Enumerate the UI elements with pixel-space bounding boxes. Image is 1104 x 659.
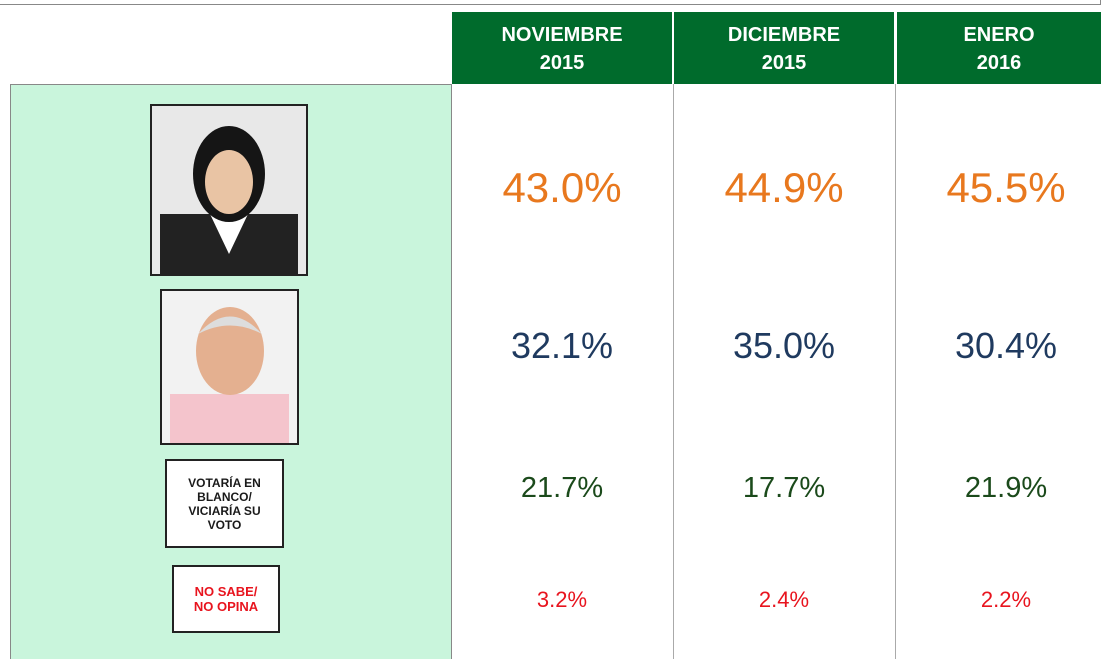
label-line: BLANCO/ — [197, 489, 252, 504]
value: 2.2% — [980, 586, 1032, 612]
label-line: VOTO — [207, 517, 242, 532]
top-border — [0, 0, 1101, 5]
label-line: VICIARÍA SU — [188, 503, 261, 518]
column-header: NOVIEMBRE 2015 — [452, 12, 672, 84]
header-year: 2016 — [976, 52, 1022, 74]
col-line — [451, 84, 452, 659]
label-line: VOTARÍA EN — [188, 475, 261, 490]
value: 45.5% — [946, 163, 1066, 211]
label-line: NO SABE/ — [194, 584, 258, 599]
value: 2.4% — [758, 586, 810, 612]
header-year: 2015 — [539, 52, 585, 74]
value: 43.0% — [502, 163, 622, 211]
candidate-photo — [160, 289, 299, 445]
col-line — [673, 84, 674, 659]
value: 32.1% — [510, 325, 614, 367]
header-year: 2015 — [761, 52, 807, 74]
candidate-photo — [150, 104, 308, 276]
value: 35.0% — [732, 325, 836, 367]
value: 21.7% — [520, 471, 604, 504]
value: 44.9% — [724, 163, 844, 211]
header-month: DICIEMBRE — [727, 24, 841, 46]
row-label: NO SABE/NO OPINA — [172, 565, 280, 633]
header-month: ENERO — [963, 24, 1035, 46]
column-header: DICIEMBRE 2015 — [674, 12, 894, 84]
value: 30.4% — [954, 325, 1058, 367]
column-header: ENERO 2016 — [897, 12, 1101, 84]
label-line: NO OPINA — [193, 599, 259, 614]
value: 17.7% — [742, 471, 826, 504]
header-month: NOVIEMBRE — [501, 24, 623, 46]
value: 3.2% — [536, 586, 588, 612]
header-bg — [452, 12, 1101, 84]
row-label: VOTARÍA EN BLANCO/VICIARÍA SU VOTO — [165, 459, 284, 548]
value: 21.9% — [964, 471, 1048, 504]
col-line — [895, 84, 896, 659]
